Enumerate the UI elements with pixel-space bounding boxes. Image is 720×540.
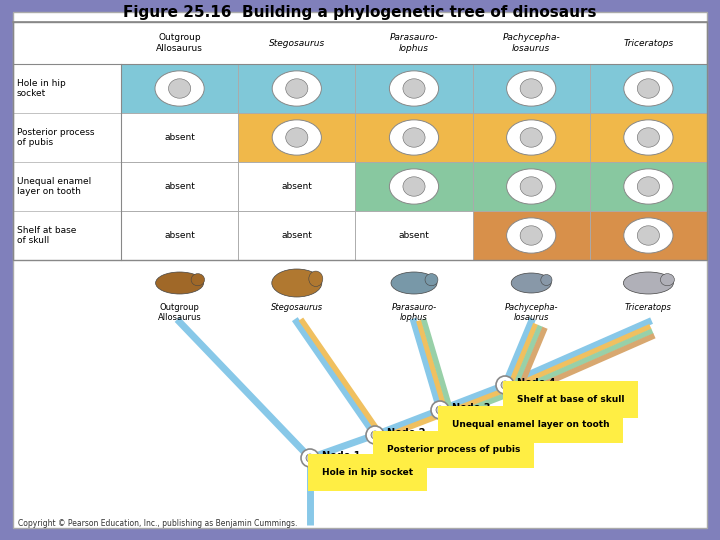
Ellipse shape: [624, 120, 673, 155]
Circle shape: [501, 381, 509, 389]
Text: Unequal enamel layer on tooth: Unequal enamel layer on tooth: [452, 420, 610, 429]
Text: absent: absent: [164, 231, 195, 240]
FancyBboxPatch shape: [590, 211, 707, 260]
Text: Parasauro-
lophus: Parasauro- lophus: [390, 33, 438, 53]
FancyBboxPatch shape: [356, 64, 472, 113]
Circle shape: [436, 406, 444, 414]
Ellipse shape: [624, 218, 673, 253]
Text: Node 4: Node 4: [517, 378, 556, 388]
Ellipse shape: [624, 169, 673, 204]
Ellipse shape: [390, 120, 438, 155]
Ellipse shape: [507, 218, 556, 253]
Ellipse shape: [168, 79, 191, 98]
Ellipse shape: [272, 269, 322, 297]
Text: Node 2: Node 2: [387, 428, 426, 438]
FancyBboxPatch shape: [356, 211, 472, 260]
FancyBboxPatch shape: [590, 113, 707, 162]
Ellipse shape: [624, 71, 673, 106]
Ellipse shape: [156, 272, 204, 294]
Text: Shelf at base of skull: Shelf at base of skull: [517, 395, 624, 404]
Ellipse shape: [272, 71, 321, 106]
FancyBboxPatch shape: [356, 113, 472, 162]
Ellipse shape: [541, 274, 552, 286]
Circle shape: [301, 449, 319, 467]
Ellipse shape: [624, 272, 673, 294]
FancyBboxPatch shape: [356, 162, 472, 211]
Ellipse shape: [520, 128, 542, 147]
FancyBboxPatch shape: [238, 162, 356, 211]
Circle shape: [306, 454, 314, 462]
FancyBboxPatch shape: [590, 162, 707, 211]
Text: Posterior process of pubis: Posterior process of pubis: [387, 445, 521, 454]
FancyBboxPatch shape: [472, 113, 590, 162]
Text: Posterior process
of pubis: Posterior process of pubis: [17, 128, 94, 147]
Text: Stegosaurus: Stegosaurus: [269, 38, 325, 48]
Text: absent: absent: [282, 231, 312, 240]
FancyBboxPatch shape: [121, 64, 238, 113]
Text: Copyright © Pearson Education, Inc., publishing as Benjamin Cummings.: Copyright © Pearson Education, Inc., pub…: [18, 518, 297, 528]
Ellipse shape: [390, 169, 438, 204]
Text: Pachycepha-
losaurus: Pachycepha- losaurus: [503, 33, 560, 53]
Text: Triceratops: Triceratops: [625, 303, 672, 312]
Text: absent: absent: [282, 182, 312, 191]
Ellipse shape: [507, 71, 556, 106]
Ellipse shape: [660, 274, 675, 286]
Text: Parasauro-
lophus: Parasauro- lophus: [392, 303, 436, 322]
FancyBboxPatch shape: [121, 211, 238, 260]
Circle shape: [371, 431, 379, 439]
FancyBboxPatch shape: [238, 113, 356, 162]
Text: Unequal enamel
layer on tooth: Unequal enamel layer on tooth: [17, 177, 91, 196]
Text: Node 3: Node 3: [452, 403, 490, 413]
FancyBboxPatch shape: [472, 64, 590, 113]
Ellipse shape: [511, 273, 552, 293]
Text: absent: absent: [164, 133, 195, 142]
Ellipse shape: [272, 120, 321, 155]
Ellipse shape: [520, 226, 542, 245]
FancyBboxPatch shape: [238, 211, 356, 260]
FancyBboxPatch shape: [472, 211, 590, 260]
Ellipse shape: [637, 128, 660, 147]
Text: absent: absent: [164, 182, 195, 191]
Circle shape: [366, 426, 384, 444]
Ellipse shape: [637, 226, 660, 245]
Text: Hole in hip
socket: Hole in hip socket: [17, 79, 66, 98]
Text: Outgroup
Allosaurus: Outgroup Allosaurus: [156, 33, 203, 53]
Ellipse shape: [637, 79, 660, 98]
Text: Pachycepha-
losaurus: Pachycepha- losaurus: [505, 303, 558, 322]
Text: Triceratops: Triceratops: [624, 38, 673, 48]
Ellipse shape: [286, 79, 308, 98]
Text: absent: absent: [399, 231, 429, 240]
Ellipse shape: [425, 274, 438, 286]
Circle shape: [496, 376, 514, 394]
Ellipse shape: [309, 271, 323, 287]
Ellipse shape: [520, 177, 542, 196]
Ellipse shape: [155, 71, 204, 106]
FancyBboxPatch shape: [13, 12, 707, 528]
Text: Shelf at base
of skull: Shelf at base of skull: [17, 226, 76, 245]
Ellipse shape: [403, 177, 425, 196]
Ellipse shape: [507, 169, 556, 204]
Ellipse shape: [191, 274, 204, 286]
Ellipse shape: [390, 71, 438, 106]
Text: Node 1: Node 1: [322, 451, 361, 461]
Ellipse shape: [391, 272, 437, 294]
Ellipse shape: [637, 177, 660, 196]
FancyBboxPatch shape: [238, 64, 356, 113]
Ellipse shape: [507, 120, 556, 155]
Ellipse shape: [403, 128, 425, 147]
FancyBboxPatch shape: [121, 113, 238, 162]
Ellipse shape: [520, 79, 542, 98]
Text: Figure 25.16  Building a phylogenetic tree of dinosaurs: Figure 25.16 Building a phylogenetic tre…: [123, 4, 597, 19]
Circle shape: [431, 401, 449, 419]
Text: Hole in hip socket: Hole in hip socket: [322, 468, 413, 477]
FancyBboxPatch shape: [590, 64, 707, 113]
Ellipse shape: [286, 128, 308, 147]
FancyBboxPatch shape: [121, 162, 238, 211]
Ellipse shape: [403, 79, 425, 98]
FancyBboxPatch shape: [472, 162, 590, 211]
Text: Outgroup
Allosaurus: Outgroup Allosaurus: [158, 303, 202, 322]
Text: Stegosaurus: Stegosaurus: [271, 303, 323, 312]
